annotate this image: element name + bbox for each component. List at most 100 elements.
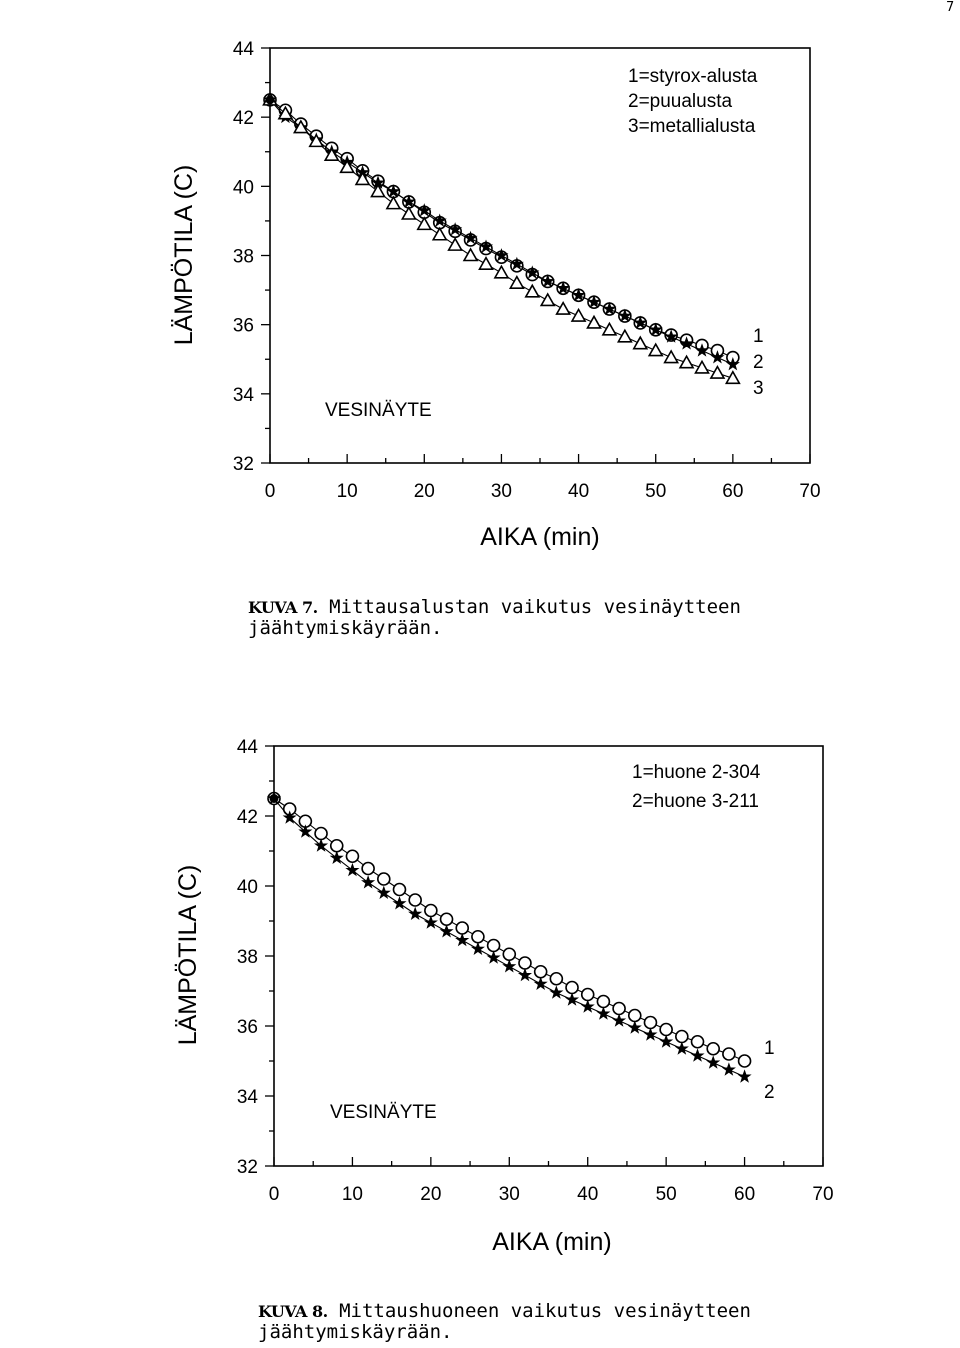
caption-label: KUVA 7.	[248, 598, 318, 617]
data-point-star	[525, 265, 540, 279]
caption-line-1: Mittausalustan vaikutus vesinäytteen	[329, 596, 741, 618]
data-point-circle	[471, 929, 485, 944]
series-metallialusta	[262, 91, 741, 385]
data-point-circle	[439, 912, 454, 927]
start-point	[269, 794, 279, 803]
data-point-triangle	[524, 283, 541, 298]
data-point-triangle	[724, 370, 741, 385]
y-tick-label: 32	[237, 1157, 258, 1178]
data-point-star	[627, 1020, 642, 1034]
data-point-triangle	[508, 275, 525, 289]
data-point-circle	[518, 956, 532, 970]
data-point-star	[690, 1048, 705, 1062]
y-axis-label: LÄMPÖTILA (C)	[174, 865, 202, 1046]
data-point-star	[643, 1027, 658, 1041]
y-tick-label: 36	[237, 1017, 258, 1038]
data-point-triangle	[292, 119, 309, 134]
y-tick-label: 32	[233, 454, 254, 475]
legend-entry: 3=metallialusta	[628, 116, 756, 137]
data-point-star	[564, 992, 580, 1006]
x-tick-label: 0	[269, 1184, 280, 1205]
x-tick-label: 40	[577, 1184, 598, 1205]
data-point-star	[470, 941, 485, 955]
data-point-triangle	[709, 364, 726, 379]
data-point-circle	[329, 838, 344, 853]
data-point-star	[737, 1069, 752, 1083]
data-point-triangle	[400, 205, 417, 220]
data-point-star	[721, 1062, 736, 1076]
data-point-star	[298, 824, 313, 838]
chart-kuva-8: 32 34 36 38 40 42 44 0 10 20 30 40 50 60 70 AIKA (min) L…	[174, 737, 834, 1256]
data-point-star	[423, 915, 438, 929]
data-point-triangle	[277, 105, 294, 120]
data-point-triangle	[601, 321, 618, 336]
data-point-circle	[675, 1029, 689, 1044]
data-point-star	[659, 1034, 674, 1048]
data-point-star	[602, 301, 617, 316]
y-tick-label: 42	[233, 108, 254, 129]
series-line	[273, 798, 745, 1062]
data-point-triangle	[323, 147, 340, 162]
x-tick-label: 70	[812, 1184, 833, 1205]
y-tick-label: 36	[233, 316, 254, 337]
data-point-star	[571, 287, 586, 302]
y-tick-label: 34	[237, 1087, 259, 1108]
y-tick-label: 38	[237, 947, 258, 968]
data-point-triangle	[632, 335, 649, 350]
legend-entry: 2=huone 3-211	[632, 791, 759, 812]
data-point-circle	[643, 1015, 658, 1030]
data-point-star	[633, 315, 648, 329]
x-axis-label: AIKA (min)	[492, 1228, 611, 1256]
data-point-triangle	[493, 264, 510, 279]
y-tick-label: 38	[233, 247, 254, 268]
data-point-circle	[627, 1008, 642, 1023]
data-point-star	[314, 838, 329, 852]
data-point-triangle	[478, 256, 494, 270]
data-point-star	[540, 274, 555, 288]
data-point-star	[361, 875, 376, 889]
y-tick-label: 40	[237, 877, 258, 898]
data-point-triangle	[339, 159, 356, 174]
data-point-star	[502, 959, 517, 973]
y-tick-label: 44	[237, 737, 259, 758]
series-line	[269, 99, 734, 365]
data-point-star	[580, 999, 595, 1013]
data-point-circle	[408, 893, 422, 907]
data-point-triangle	[647, 342, 664, 357]
x-tick-label: 0	[265, 481, 276, 502]
data-point-star	[376, 885, 391, 899]
data-point-star	[329, 850, 344, 864]
data-point-circle	[549, 971, 564, 986]
data-point-star	[674, 1041, 689, 1055]
data-point-circle	[533, 964, 548, 979]
data-point-triangle	[539, 292, 556, 307]
data-point-triangle	[678, 354, 695, 369]
data-point-star	[517, 967, 533, 982]
data-point-circle	[345, 849, 360, 864]
x-tick-label: 70	[799, 481, 820, 502]
data-point-triangle	[385, 195, 402, 210]
data-point-circle	[361, 861, 375, 876]
y-tick-label: 42	[237, 807, 258, 828]
data-point-star	[617, 308, 632, 323]
series-end-label: 1	[753, 326, 764, 347]
y-axis-label: LÄMPÖTILA (C)	[170, 165, 198, 346]
data-point-star	[596, 1006, 611, 1020]
data-point-star	[533, 976, 548, 990]
data-point-star	[345, 862, 360, 877]
data-point-star	[509, 256, 524, 271]
data-point-circle	[486, 938, 501, 953]
data-point-star	[648, 322, 663, 336]
series-end-label: 2	[764, 1082, 775, 1103]
data-point-star	[725, 357, 740, 371]
data-point-star	[455, 932, 470, 947]
data-point-star	[694, 343, 710, 357]
y-tick-label: 44	[233, 39, 255, 60]
x-tick-label: 30	[491, 481, 512, 502]
sample-label: VESINÄYTE	[330, 1102, 437, 1123]
start-point	[265, 95, 275, 105]
figure-caption-7: KUVA 7. Mittausalustan vaikutus vesinäyt…	[248, 597, 741, 638]
data-point-triangle	[663, 349, 680, 364]
